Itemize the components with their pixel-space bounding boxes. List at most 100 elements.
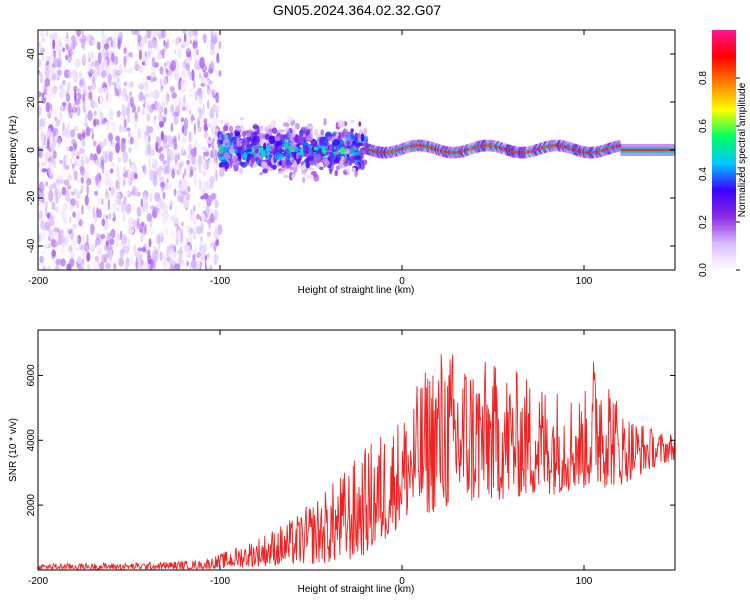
- spectrogram-cell: [70, 191, 76, 196]
- spectrogram-cell: [65, 164, 69, 170]
- spectrogram-cell: [82, 54, 87, 65]
- spectrogram-cell: [114, 55, 119, 66]
- spectrogram-cell: [74, 71, 77, 78]
- spectrogram-cell: [43, 83, 48, 95]
- spectrogram-cell: [116, 76, 120, 82]
- spectrogram-cell: [213, 242, 217, 253]
- spectrogram-cell: [180, 79, 183, 85]
- spectrogram-cell: [150, 226, 155, 235]
- spectrogram-cell: [140, 127, 145, 135]
- spectrogram-cell: [74, 60, 80, 68]
- colorbar-tick-label: 0.4: [698, 167, 709, 181]
- spectrogram-cell: [150, 66, 156, 71]
- spectrogram-cell: [148, 238, 152, 248]
- spectrogram-cell: [145, 107, 151, 119]
- spectrogram-cell: [306, 174, 313, 180]
- spectrogram-cell: [206, 160, 213, 165]
- spectrogram-cell: [134, 112, 139, 123]
- spectrogram-cell: [337, 120, 345, 128]
- spectrogram-cell: [107, 73, 112, 83]
- spectrogram-cell: [87, 110, 93, 122]
- spectrogram-cell: [193, 79, 196, 90]
- spectrogram-cell: [166, 93, 170, 102]
- spectrogram-cell: [203, 181, 209, 191]
- spectrogram-cell: [355, 143, 361, 147]
- spectrogram-cell: [342, 158, 347, 163]
- spectrogram-cell: [41, 162, 47, 167]
- spectrogram-cell: [191, 114, 194, 119]
- spectrogram-cell: [246, 156, 250, 165]
- spectrogram-cell: [50, 183, 57, 189]
- spectrogram-cell: [219, 168, 225, 177]
- spectrogram-cell: [332, 138, 340, 146]
- spectrogram-cell: [173, 116, 179, 125]
- spectrogram-cell: [181, 144, 185, 153]
- spectrogram-cell: [75, 210, 81, 223]
- spectrogram-cell: [43, 36, 47, 43]
- spectrogram-cell: [214, 70, 218, 81]
- spectrogram-cell: [199, 241, 203, 251]
- spectrogram-cell: [150, 71, 157, 80]
- spectrogram-cell: [73, 150, 76, 157]
- spectrogram-cell: [76, 200, 79, 209]
- spectrogram-cell: [92, 140, 97, 147]
- spectrogram-cell: [116, 242, 122, 247]
- spectrogram-cell: [84, 194, 89, 206]
- spectrogram-cell: [213, 84, 219, 95]
- spectrogram-cell: [189, 249, 193, 254]
- spectrogram-cell: [96, 41, 101, 50]
- spectrogram-cell: [169, 205, 172, 210]
- spectrogram-cell: [171, 136, 175, 145]
- spectrogram-cell: [189, 165, 194, 176]
- spectrogram-cell: [131, 186, 138, 192]
- spectrogram-cell: [187, 30, 194, 38]
- spectrogram-cell: [68, 244, 73, 252]
- spectrogram-cell: [143, 163, 147, 176]
- spectrogram-cell: [112, 202, 117, 211]
- spectrogram-cell: [171, 230, 175, 240]
- spectrogram-cell: [150, 49, 153, 56]
- spectrogram-cell: [153, 170, 158, 180]
- spectrogram-cell: [202, 170, 207, 176]
- spectrogram-cell: [193, 122, 196, 135]
- spectrogram-cell: [63, 179, 69, 186]
- spectrogram-cell: [177, 189, 183, 201]
- spectrogram-cell: [239, 124, 244, 132]
- spectrogram-cell: [91, 39, 97, 46]
- spectrogram-cell: [360, 133, 365, 142]
- spectrogram-cell: [286, 115, 294, 123]
- spectrogram-cell: [213, 259, 218, 265]
- spectrogram-cell: [80, 39, 85, 49]
- spectrogram-cell: [251, 157, 256, 164]
- spectrogram-cell: [115, 192, 121, 201]
- spectrogram-cell: [203, 71, 209, 79]
- spectrogram-cell: [170, 122, 174, 133]
- spectrogram-cell: [98, 52, 102, 64]
- spectrogram-cell: [72, 211, 76, 218]
- spectrogram-cell: [84, 113, 88, 125]
- spectrogram-cell: [354, 161, 361, 166]
- x-tick-label: -100: [210, 276, 230, 287]
- colorbar-tick-label: 0.2: [698, 215, 709, 229]
- spectrogram-cell: [50, 229, 56, 240]
- spectrogram-cell: [279, 134, 285, 141]
- spectrogram-cell: [102, 87, 108, 93]
- spectrogram-cell: [159, 251, 163, 261]
- spectrogram-cell: [189, 35, 192, 44]
- spectrogram-cell: [147, 39, 154, 49]
- spectrogram-cell: [350, 128, 354, 133]
- spectrogram-cell: [355, 133, 361, 140]
- spectrogram-cell: [126, 222, 129, 228]
- spectrogram-cell: [104, 58, 108, 70]
- spectrogram-cell: [155, 31, 162, 36]
- spectrogram-cell: [65, 92, 71, 103]
- spectrogram-cell: [268, 154, 272, 158]
- spectrogram-cell: [197, 144, 200, 149]
- spectrogram-cell: [52, 39, 56, 50]
- spectrogram-cell: [54, 241, 59, 247]
- spectrogram-cell: [79, 244, 84, 251]
- spectrogram-cell: [144, 34, 148, 44]
- spectrogram-cell: [159, 153, 165, 162]
- spectrogram-cell: [64, 36, 70, 44]
- spectrogram-cell: [70, 159, 73, 165]
